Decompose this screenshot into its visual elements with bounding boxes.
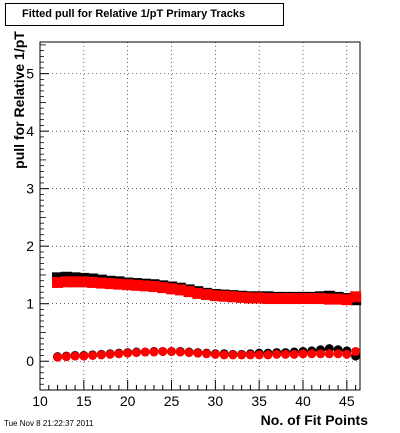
data-point-circle: [88, 350, 98, 360]
data-point-square: [315, 293, 327, 305]
data-point-square: [288, 293, 300, 305]
data-point-square: [244, 292, 256, 304]
data-point-circle: [131, 348, 141, 358]
data-point-circle: [254, 350, 264, 360]
timestamp-label: Tue Nov 8 21:22:37 2011: [4, 419, 94, 428]
data-point-square: [192, 287, 204, 299]
data-point-square: [104, 278, 116, 290]
data-point-circle: [333, 349, 343, 359]
data-point-square: [166, 283, 178, 295]
data-marks: [52, 271, 362, 362]
data-point-circle: [210, 349, 220, 359]
x-tick-label: 40: [295, 393, 311, 409]
x-axis-title: No. of Fit Points: [260, 412, 368, 428]
data-point-circle: [263, 350, 273, 360]
data-point-square: [130, 279, 142, 291]
grid-lines: [39, 42, 360, 390]
y-tick-label: 0: [26, 353, 34, 369]
data-point-circle: [193, 348, 203, 358]
y-tick-labels: 0 1 2 3 4 5: [26, 66, 34, 370]
data-point-square: [332, 293, 344, 305]
x-tick-label: 10: [32, 393, 48, 409]
data-point-square: [262, 293, 274, 305]
data-point-circle: [298, 349, 308, 359]
data-point-circle: [342, 349, 352, 359]
data-point-circle: [237, 350, 247, 360]
data-point-circle: [280, 349, 290, 359]
data-point-circle: [351, 346, 361, 356]
data-point-circle: [123, 348, 133, 358]
data-point-circle: [202, 349, 212, 359]
data-point-square: [341, 294, 353, 306]
data-point-circle: [272, 349, 282, 359]
data-point-square: [306, 293, 318, 305]
y-tick-label: 5: [26, 66, 34, 82]
data-point-square: [253, 292, 265, 304]
x-tick-label: 20: [120, 393, 136, 409]
y-tick-label: 1: [26, 296, 34, 312]
data-point-square: [69, 276, 81, 288]
data-point-square: [236, 291, 248, 303]
chart-title: Fitted pull for Relative 1/pT Primary Tr…: [5, 3, 284, 26]
data-point-circle: [324, 349, 334, 359]
axis-ticks: [39, 44, 357, 391]
data-point-circle: [289, 349, 299, 359]
data-point-circle: [316, 349, 326, 359]
data-point-circle: [53, 352, 63, 362]
data-point-circle: [167, 346, 177, 356]
data-point-square: [183, 286, 195, 298]
x-tick-label: 35: [251, 393, 267, 409]
data-point-circle: [105, 349, 115, 359]
data-point-square: [201, 289, 213, 301]
y-tick-label: 4: [26, 123, 34, 139]
data-point-circle: [114, 349, 124, 359]
data-point-circle: [140, 347, 150, 357]
data-point-square: [323, 293, 335, 305]
data-point-square: [271, 293, 283, 305]
x-tick-labels: 10 15 20 25 30 35 40 45: [32, 393, 355, 409]
data-point-circle: [175, 347, 185, 357]
data-point-circle: [184, 348, 194, 358]
data-point-square: [174, 284, 186, 296]
data-point-square: [227, 291, 239, 303]
y-tick-label: 2: [26, 238, 34, 254]
data-point-square: [218, 290, 230, 302]
data-point-circle: [158, 346, 168, 356]
data-point-square: [87, 276, 99, 288]
data-point-circle: [219, 350, 229, 360]
data-point-circle: [245, 350, 255, 360]
data-point-square: [139, 280, 151, 292]
x-tick-label: 25: [164, 393, 180, 409]
data-point-circle: [96, 350, 106, 360]
y-axis-title: pull for Relative 1/pT: [11, 31, 27, 169]
data-point-square: [279, 293, 291, 305]
y-tick-label: 3: [26, 181, 34, 197]
x-tick-label: 45: [339, 393, 355, 409]
data-point-square: [148, 280, 160, 292]
data-point-square: [95, 277, 107, 289]
data-point-square: [60, 276, 72, 288]
data-point-square: [209, 290, 221, 302]
data-point-square: [113, 278, 125, 290]
data-point-circle: [79, 351, 89, 361]
data-point-square: [157, 282, 169, 294]
data-point-circle: [70, 351, 80, 361]
data-point-square: [122, 279, 134, 291]
data-point-square: [350, 291, 362, 303]
data-point-circle: [307, 349, 317, 359]
data-point-circle: [228, 350, 238, 360]
x-tick-label: 30: [208, 393, 224, 409]
plot-frame: [39, 41, 361, 391]
data-point-square: [78, 276, 90, 288]
data-point-square: [52, 276, 64, 288]
data-point-circle: [149, 347, 159, 357]
data-point-square: [297, 293, 309, 305]
data-point-circle: [61, 352, 71, 362]
x-tick-label: 15: [76, 393, 92, 409]
